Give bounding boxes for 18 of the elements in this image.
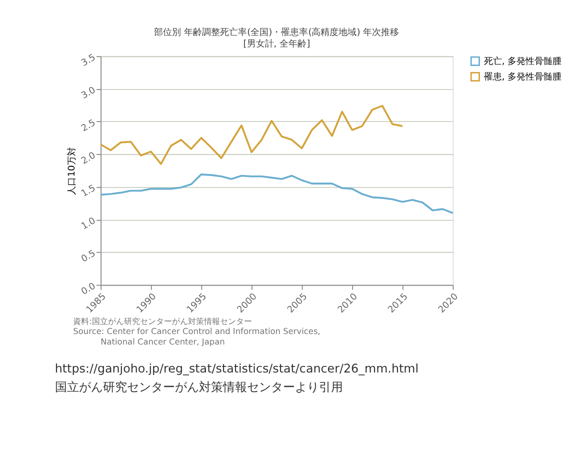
y-tick-label: 3.0 <box>80 86 98 102</box>
y-tick-label: 1.0 <box>80 216 98 232</box>
chart-subtitle: [男女計, 全年齢] <box>243 38 310 50</box>
text: https://ganjoho.jp/reg_stat/statistics/stat/cancer/26_mm.html <box>54 362 419 376</box>
legend-label: 罹患, 多発性骨髄腫 <box>482 71 562 82</box>
text: 国立がん研究センターがん対策情報センターより引用 <box>54 380 343 394</box>
chart-title: 部位別 年齢調整死亡率(全国)・罹患率(高精度地域) 年次推移 <box>154 26 400 38</box>
source-note: Source: Center for Cancer Control and Information Services, <box>73 326 320 336</box>
y-tick-label: 1.5 <box>80 184 98 200</box>
y-tick-label: 0.0 <box>80 282 98 298</box>
y-tick-label: 0.5 <box>80 248 98 265</box>
legend-label: 死亡, 多発性骨髄腫 <box>484 56 562 67</box>
y-tick-label: 2.5 <box>80 118 98 134</box>
text: 資料:国立がん研究センターがん対策情報センター <box>73 316 252 326</box>
y-tick-label: 3.5 <box>80 52 98 69</box>
y-axis-title: 人口10万対 <box>66 147 78 195</box>
text: National Cancer Center, Japan <box>100 336 225 346</box>
y-tick-label: 2.0 <box>80 150 98 167</box>
